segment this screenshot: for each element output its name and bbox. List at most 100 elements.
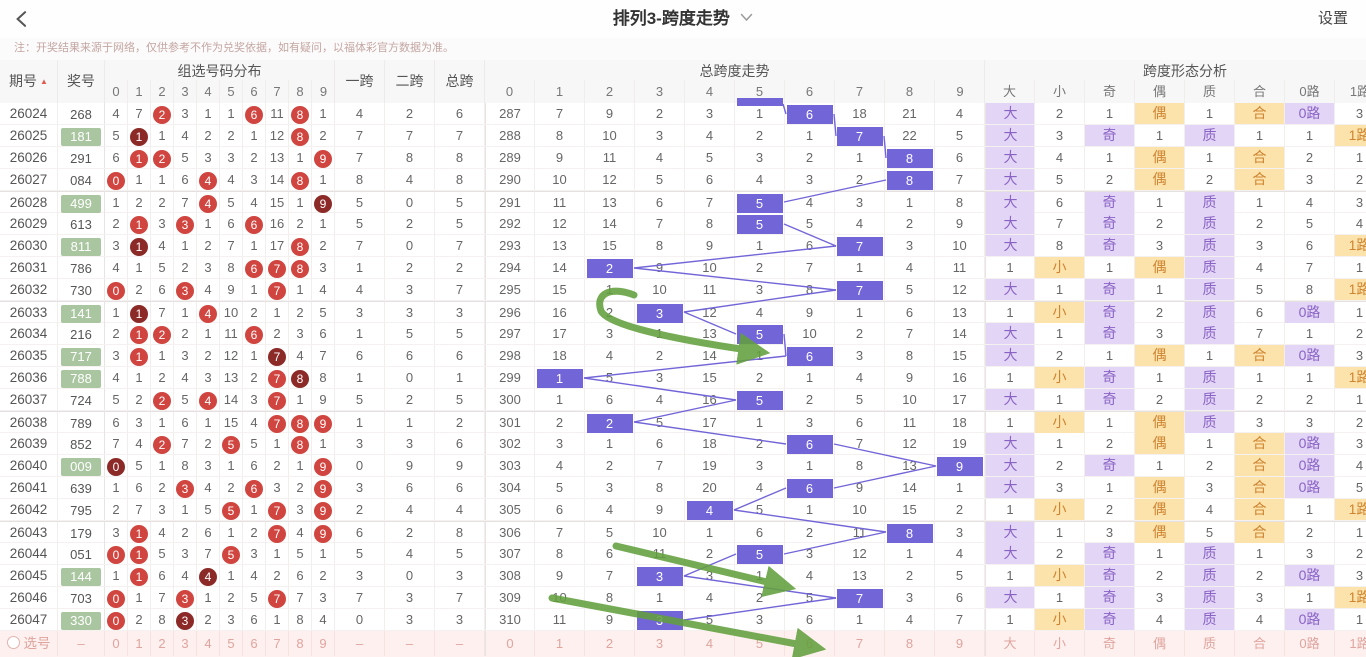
- select-trend-digit[interactable]: 7: [835, 631, 885, 656]
- pattern-tag: 小: [1035, 499, 1084, 520]
- dist-cell: 1: [151, 412, 174, 433]
- table-row: 26024 268 4 7 2 3 1 1 6 11 8 1 4 2 6 287 7 9 2 3 1 6 18 21 4 大 2 1 偶…: [0, 103, 1366, 125]
- dist-cell: 4: [197, 565, 220, 586]
- pattern-cell: 0路: [1285, 477, 1335, 498]
- select-trend-digit[interactable]: 3: [635, 631, 685, 656]
- trend-cell: 1: [735, 412, 785, 433]
- span-cell: 6: [435, 477, 485, 498]
- period-cell: 26027: [0, 169, 58, 190]
- select-trend-digit[interactable]: 9: [935, 631, 985, 656]
- dist-cell: 4: [243, 192, 266, 213]
- dist-cell: 1: [220, 103, 243, 124]
- dist-cell: 4: [105, 367, 128, 388]
- select-pattern[interactable]: 质: [1185, 631, 1235, 656]
- pattern-cell: 1: [985, 257, 1035, 278]
- span-cell: 5: [435, 543, 485, 564]
- select-trend-digit[interactable]: 8: [885, 631, 935, 656]
- select-radio[interactable]: [6, 636, 20, 649]
- prize-cell: 291: [58, 147, 105, 168]
- prize-number: 009: [61, 457, 101, 476]
- select-digit[interactable]: 2: [151, 631, 174, 656]
- select-pattern[interactable]: 0路: [1285, 631, 1335, 656]
- select-digit[interactable]: 5: [220, 631, 243, 656]
- dist-cell: 9: [312, 412, 335, 433]
- pattern-cell: 1: [1335, 389, 1366, 410]
- dist-cell: 7: [174, 192, 197, 213]
- hit-digit-circle: 8: [291, 127, 309, 146]
- dist-cell: 6: [220, 213, 243, 234]
- select-digit[interactable]: 0: [105, 631, 128, 656]
- select-trend-digit[interactable]: 0: [485, 631, 535, 656]
- select-pattern[interactable]: 合: [1235, 631, 1285, 656]
- prize-number: 789: [70, 415, 92, 431]
- select-label[interactable]: 选号: [23, 636, 51, 651]
- select-digit[interactable]: 3: [174, 631, 197, 656]
- prize-cell: 051: [58, 543, 105, 564]
- pattern-tag: 质: [1185, 323, 1234, 344]
- title-dropdown[interactable]: 排列3-跨度走势: [0, 0, 1366, 38]
- pattern-cell: 偶: [1135, 103, 1185, 124]
- pattern-tag: 大: [986, 389, 1034, 410]
- dist-cell: 1: [128, 323, 151, 344]
- table-body: 26024 268 4 7 2 3 1 1 6 11 8 1 4 2 6 287 7 9 2 3 1 6 18 21 4 大 2 1 偶…: [0, 103, 1366, 657]
- trend-cell: 306: [485, 522, 535, 543]
- select-digit[interactable]: 7: [266, 631, 289, 656]
- select-trend-digit[interactable]: 6: [785, 631, 835, 656]
- trend-cell: 3: [585, 323, 635, 344]
- hit-digit-circle: 1: [130, 149, 148, 168]
- dist-cell: 8: [151, 609, 174, 630]
- pattern-tag: 大: [986, 279, 1034, 300]
- trend-cell: 2: [585, 302, 635, 323]
- trend-cell: 17: [685, 412, 735, 433]
- pattern-tag: 合: [1235, 499, 1284, 520]
- dist-cell: 12: [220, 345, 243, 366]
- back-icon[interactable]: [12, 9, 32, 29]
- dist-cell: 3: [174, 587, 197, 608]
- select-pattern[interactable]: 1路: [1335, 631, 1366, 656]
- settings-button[interactable]: 设置: [1317, 10, 1348, 27]
- select-trend-digit[interactable]: 5: [735, 631, 785, 656]
- period-column-header[interactable]: 期号 ▲: [0, 60, 58, 103]
- select-trend-digit[interactable]: 1: [535, 631, 585, 656]
- span-cell: 8: [435, 147, 485, 168]
- select-pattern[interactable]: 大: [985, 631, 1035, 656]
- trend-hit-box: 4: [686, 500, 733, 520]
- dist-cell: 6: [312, 323, 335, 344]
- trend-cell: 1: [635, 323, 685, 344]
- sort-asc-icon: ▲: [40, 77, 48, 86]
- trend-cell: 1: [535, 367, 585, 388]
- trend-cell: 15: [885, 499, 935, 520]
- trend-col-header: 1: [535, 80, 585, 103]
- select-trend-digit[interactable]: 2: [585, 631, 635, 656]
- select-trend-digit[interactable]: 4: [685, 631, 735, 656]
- dist-cell: 9: [312, 499, 335, 520]
- trend-cell: 6: [785, 235, 835, 256]
- select-digit[interactable]: 1: [128, 631, 151, 656]
- pattern-header-group: 跨度形态分析 大小奇偶质合 0路 1路: [985, 60, 1366, 103]
- trend-hit-box: 6: [786, 478, 833, 498]
- pattern-cell: 奇: [1085, 609, 1135, 630]
- trend-cell: 5: [735, 389, 785, 410]
- trend-cell: 1: [785, 499, 835, 520]
- span-cell: 1: [335, 257, 385, 278]
- dist-cell: 2: [151, 192, 174, 213]
- pattern-cell: 奇: [1085, 302, 1135, 323]
- select-pattern[interactable]: 奇: [1085, 631, 1135, 656]
- select-digit[interactable]: 9: [312, 631, 335, 656]
- dist-cell: 4: [197, 302, 220, 323]
- select-digit[interactable]: 6: [243, 631, 266, 656]
- select-digit[interactable]: 4: [197, 631, 220, 656]
- span-cell: 3: [435, 565, 485, 586]
- select-digit[interactable]: 8: [289, 631, 312, 656]
- select-pattern[interactable]: 小: [1035, 631, 1085, 656]
- pattern-cell: 5: [1285, 213, 1335, 234]
- dist-cell: 2: [151, 477, 174, 498]
- trend-cell: 1: [585, 433, 635, 454]
- trend-cell: 11: [535, 192, 585, 213]
- dist-cell: 4: [105, 103, 128, 124]
- select-pattern[interactable]: 偶: [1135, 631, 1185, 656]
- trend-cell: 18: [685, 433, 735, 454]
- dist-cell: 1: [266, 609, 289, 630]
- dist-cell: 3: [174, 103, 197, 124]
